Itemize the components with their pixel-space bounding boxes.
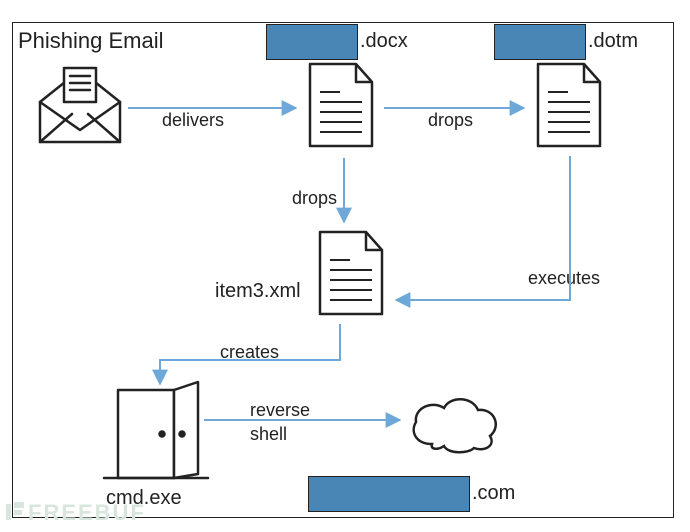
watermark: FREEBUF [6, 500, 146, 528]
edge-label-drops-1: drops [428, 110, 473, 131]
edge-label-shell: shell [250, 424, 287, 445]
edge-label-delivers: delivers [162, 110, 224, 131]
diagram-canvas: { "type": "flowchart", "canvas": { "widt… [0, 0, 690, 532]
dotm-redacted-box [494, 24, 586, 60]
item3-xml-label: item3.xml [215, 280, 301, 303]
edge-label-reverse: reverse [250, 400, 310, 421]
dotm-extension: .dotm [588, 30, 638, 53]
docx-redacted-box [266, 24, 358, 60]
edge-label-executes: executes [528, 268, 600, 289]
phishing-email-title: Phishing Email [18, 28, 164, 54]
docx-extension: .docx [360, 30, 408, 53]
com-redacted-box [308, 476, 470, 512]
edge-label-drops-2: drops [292, 188, 337, 209]
edge-label-creates: creates [220, 342, 279, 363]
com-extension: .com [472, 482, 515, 505]
